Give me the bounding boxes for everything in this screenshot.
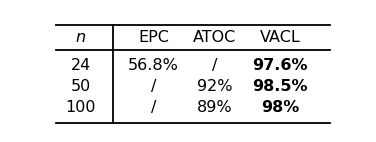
Text: 50: 50 — [70, 79, 91, 94]
Text: 92%: 92% — [197, 79, 232, 94]
Text: 97.6%: 97.6% — [252, 58, 308, 73]
Text: n: n — [76, 30, 86, 45]
Text: 89%: 89% — [197, 100, 232, 115]
Text: 56.8%: 56.8% — [128, 58, 179, 73]
Text: ATOC: ATOC — [193, 30, 236, 45]
Text: EPC: EPC — [138, 30, 169, 45]
Text: 100: 100 — [65, 100, 96, 115]
Text: /: / — [151, 100, 156, 115]
Text: 24: 24 — [70, 58, 91, 73]
Text: /: / — [212, 58, 217, 73]
Text: /: / — [151, 79, 156, 94]
Text: 98%: 98% — [261, 100, 299, 115]
Text: 98.5%: 98.5% — [252, 79, 308, 94]
Text: VACL: VACL — [260, 30, 300, 45]
